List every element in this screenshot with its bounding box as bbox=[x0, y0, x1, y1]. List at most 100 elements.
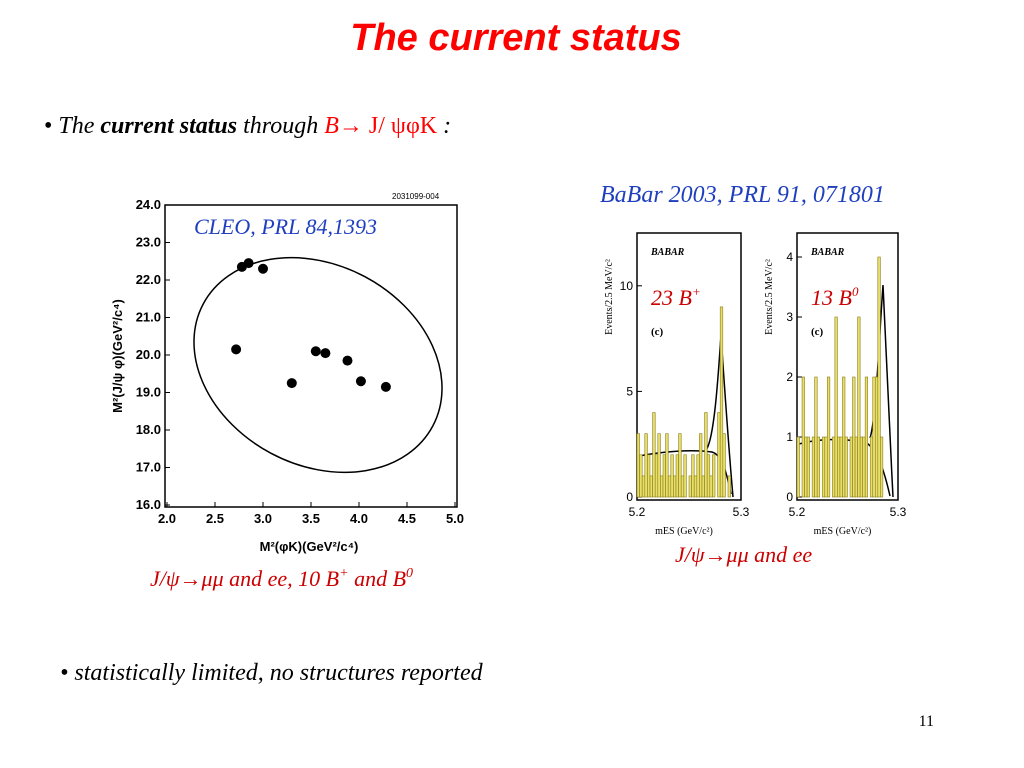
data-point bbox=[258, 263, 268, 274]
count-label: 13 B0 bbox=[811, 284, 859, 310]
text: current status bbox=[100, 113, 237, 139]
bullet-line: • The current status through B→ J/ ψφK : bbox=[44, 113, 451, 139]
scatter-plot: 2.0 2.5 3.0 3.5 4.0 4.5 5.0 16.0 17.0 18.0 19.0 20.… bbox=[110, 192, 464, 554]
text: 0 bbox=[852, 284, 859, 299]
y-tick-label: 23.0 bbox=[136, 235, 161, 250]
histogram-bar bbox=[717, 412, 721, 498]
text: B bbox=[324, 113, 339, 139]
x-tick-label: 2.0 bbox=[158, 511, 176, 526]
histogram-bar bbox=[678, 433, 682, 498]
y-tick-label: 18.0 bbox=[136, 422, 161, 437]
histogram-bar bbox=[864, 376, 868, 498]
data-point bbox=[243, 258, 254, 269]
histogram-bar bbox=[824, 436, 828, 498]
data-point bbox=[231, 344, 242, 355]
data-point bbox=[380, 381, 391, 392]
histogram-bar bbox=[696, 454, 700, 498]
y-tick-label: 1 bbox=[786, 430, 793, 444]
histogram-bar bbox=[880, 436, 884, 498]
plot-frame bbox=[796, 232, 899, 501]
plot-frame bbox=[636, 232, 742, 501]
x-axis-label: M²(φK)(GeV²/c⁴) bbox=[260, 539, 359, 554]
histogram-bar bbox=[814, 376, 818, 498]
count-label: 23 B+ bbox=[651, 284, 701, 310]
histogram-bar bbox=[636, 433, 640, 498]
histogram-bar bbox=[852, 376, 856, 498]
y-tick-label: 10 bbox=[620, 279, 634, 293]
histogram-bar bbox=[834, 316, 838, 498]
histogram-bar bbox=[811, 436, 815, 498]
x-tick-label: 3.0 bbox=[254, 511, 272, 526]
y-tick-label: 5 bbox=[626, 384, 633, 398]
histogram-bar bbox=[665, 433, 669, 498]
x-tick-label: 5.2 bbox=[789, 505, 806, 519]
histogram-bar bbox=[719, 306, 724, 498]
panel-label: (c) bbox=[811, 326, 824, 338]
x-tick-label: 5.3 bbox=[890, 505, 907, 519]
text: 23 B bbox=[651, 285, 692, 310]
histogram-bar bbox=[641, 475, 646, 498]
histogram-bar bbox=[796, 436, 800, 498]
bullet-line: • statistically limited, no structures r… bbox=[60, 660, 484, 686]
data-point bbox=[286, 378, 297, 389]
histogram-bar bbox=[727, 475, 731, 498]
histogram-bar bbox=[683, 454, 687, 498]
histogram-bar bbox=[693, 475, 698, 498]
histogram-bar bbox=[654, 454, 659, 498]
x-tick-label: 5.3 bbox=[733, 505, 750, 519]
text: 13 B bbox=[811, 285, 852, 310]
text: and B bbox=[349, 566, 406, 591]
histogram-bar bbox=[821, 436, 826, 498]
y-tick-label: 17.0 bbox=[136, 460, 161, 475]
reference: BaBar 2003, PRL 91, 071801 bbox=[600, 182, 885, 208]
y-tick-label: 22.0 bbox=[136, 272, 161, 287]
x-tick-label: 5.0 bbox=[446, 511, 464, 526]
text: J/ψ→μμ and ee, 10 B bbox=[150, 566, 339, 591]
text: J/ ψφK bbox=[369, 113, 438, 139]
x-axis-label: mES (GeV/c²) bbox=[814, 526, 872, 537]
histogram-bar bbox=[874, 376, 879, 498]
histogram-bar bbox=[675, 454, 679, 498]
x-tick-label: 2.5 bbox=[206, 511, 224, 526]
histogram-bar bbox=[662, 454, 666, 498]
data-point bbox=[355, 376, 366, 387]
histogram-bar bbox=[816, 436, 821, 498]
histogram-plot: 5.2 5.3 0 5 10 BABAR (c) 23 B+ mES (GeV/c²) Event… bbox=[604, 232, 750, 537]
histogram-bar bbox=[639, 454, 643, 498]
text: 0 bbox=[406, 566, 413, 581]
histogram-bar bbox=[691, 454, 695, 498]
histogram-bar bbox=[652, 412, 656, 498]
histogram-bar bbox=[660, 475, 664, 498]
x-tick-label: 5.2 bbox=[629, 505, 646, 519]
panel-title: BABAR bbox=[810, 247, 845, 258]
histogram-bar bbox=[862, 436, 866, 498]
y-axis-label: Events/2.5 MeV/c² bbox=[604, 259, 615, 335]
histogram-bar bbox=[680, 475, 685, 498]
histogram-bar bbox=[701, 475, 705, 498]
data-point bbox=[342, 355, 353, 366]
figure-code: 2031099-004 bbox=[392, 192, 440, 201]
histogram-bar bbox=[712, 454, 716, 498]
histogram-bar bbox=[859, 436, 863, 498]
histogram-bar bbox=[832, 436, 836, 498]
histogram-bar bbox=[837, 436, 841, 498]
histogram-bar bbox=[644, 433, 648, 498]
histogram-bar bbox=[844, 436, 848, 498]
text: statistically limited, no structures rep… bbox=[74, 660, 483, 686]
x-tick-label: 3.5 bbox=[302, 511, 320, 526]
histogram-bar bbox=[869, 436, 874, 498]
caption: J/ψ→μμ and ee, 10 B+ and B0 bbox=[150, 566, 413, 591]
y-axis-label: Events/2.5 MeV/c² bbox=[764, 259, 775, 335]
histogram-bar bbox=[839, 436, 843, 498]
x-axis-label: mES (GeV/c²) bbox=[655, 526, 713, 537]
histogram-bar bbox=[842, 376, 846, 498]
page-number: 11 bbox=[919, 713, 934, 730]
histogram-bar bbox=[849, 436, 853, 498]
text: + bbox=[339, 566, 348, 581]
histogram-bar bbox=[649, 475, 653, 498]
histogram-bar bbox=[826, 376, 831, 498]
ellipse bbox=[193, 256, 443, 474]
y-axis-label: M²(J/ψ φ)(GeV²/c⁴) bbox=[110, 299, 125, 413]
histogram-bar bbox=[667, 475, 672, 498]
